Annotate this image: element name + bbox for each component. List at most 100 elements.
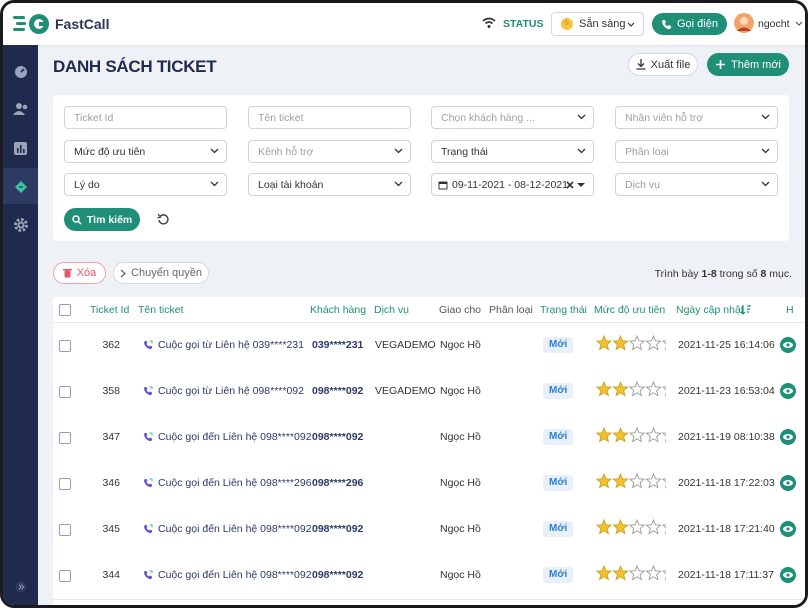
view-button[interactable] (780, 567, 796, 583)
filter-customer[interactable]: Chọn khách hàng ... (431, 106, 594, 129)
status-badge: Mới (543, 521, 574, 537)
row-checkbox[interactable] (59, 386, 71, 398)
select-text: Trạng thái (441, 145, 488, 158)
filter-ticket-id[interactable]: Ticket Id (64, 106, 227, 129)
transfer-button[interactable]: Chuyển quyền (113, 262, 209, 284)
call-icon (144, 432, 153, 442)
filter-account-type[interactable]: Loại tài khoản (248, 173, 411, 196)
view-button[interactable] (780, 429, 796, 445)
status-label: STATUS (503, 18, 544, 30)
call-icon (144, 478, 153, 488)
column-header[interactable]: Trạng thái (540, 304, 587, 316)
chevron (761, 114, 770, 120)
search-icon (71, 214, 82, 225)
nav-tickets[interactable] (3, 168, 38, 204)
row-checkbox[interactable] (59, 432, 71, 444)
ticket-name[interactable]: Cuộc gọi đến Liên hệ 098****092 (158, 569, 312, 581)
search-text: Tìm kiếm (86, 213, 133, 226)
date-text: 09-11-2021 - 08-12-2021 (452, 178, 568, 191)
nav-contacts[interactable] (3, 91, 38, 127)
summary-middle: trong số (719, 268, 758, 280)
row-checkbox[interactable] (59, 524, 71, 536)
reset-button[interactable] (157, 213, 170, 226)
nav-settings[interactable] (3, 207, 38, 243)
view-button[interactable] (780, 337, 796, 353)
ticket-name[interactable]: Cuộc gọi từ Liên hệ 098****092 (158, 385, 304, 397)
ticket-table: Ticket Id Tên ticket Khách hàng Dịch vụ Giao… (53, 297, 805, 605)
filter-priority[interactable]: Mức độ ưu tiên (64, 140, 227, 163)
column-header[interactable]: Ticket Id (90, 304, 130, 316)
view-button[interactable] (780, 475, 796, 491)
ticket-name[interactable]: Cuộc gọi từ Liên hệ 039****231 (158, 339, 304, 351)
filter-date-range[interactable]: 09-11-2021 - 08-12-2021 (431, 173, 594, 196)
hand-icon (561, 18, 573, 30)
customer[interactable]: 039****231 (312, 339, 364, 351)
view-button[interactable] (780, 383, 796, 399)
row-checkbox[interactable] (59, 340, 71, 352)
ticket-name[interactable]: Cuộc gọi đến Liên hệ 098****092 (158, 431, 312, 443)
assignee: Ngọc Hồ (440, 431, 481, 443)
nav-reports[interactable] (3, 130, 38, 166)
avatar[interactable] (734, 13, 754, 33)
export-text: Xuất file (650, 58, 691, 71)
customer[interactable]: 098****296 (312, 477, 364, 489)
chevron (210, 148, 219, 154)
star (628, 335, 646, 351)
star (628, 381, 646, 397)
ticket-id: 362 (102, 339, 120, 351)
status-badge: Mới (543, 383, 574, 399)
column-header[interactable]: Dịch vụ (374, 304, 410, 316)
placeholder: Chọn khách hàng ... (441, 111, 535, 124)
status-badge: Mới (543, 567, 574, 583)
search-button[interactable]: Tìm kiếm (64, 208, 140, 231)
column-header[interactable]: Giao cho (439, 304, 482, 316)
star (661, 340, 666, 351)
row-checkbox[interactable] (59, 570, 71, 582)
call-button[interactable]: Gọi điện (652, 13, 727, 35)
customer[interactable]: 098****092 (312, 523, 364, 535)
select-all-checkbox[interactable] (59, 304, 71, 316)
filter-service[interactable]: Dịch vụ (615, 173, 778, 196)
column-header[interactable]: Mức độ ưu tiên (594, 304, 666, 316)
star (661, 524, 666, 535)
ticket-id: 344 (102, 569, 120, 581)
status-badge: Mới (543, 475, 574, 491)
nav-expand[interactable] (3, 567, 38, 605)
call-icon (144, 524, 153, 534)
assignee: Ngọc Hồ (440, 385, 481, 397)
calendar-icon (438, 181, 448, 189)
column-header[interactable]: Ngày cập nhật (676, 304, 744, 316)
column-header[interactable]: Khách hàng (310, 304, 367, 316)
availability-select[interactable]: Sẵn sàng (551, 12, 644, 36)
export-button[interactable]: Xuất file (628, 53, 698, 76)
summary-suffix: mục. (769, 268, 792, 280)
ticket-name[interactable]: Cuộc gọi đến Liên hệ 098****092 (158, 523, 312, 535)
row-checkbox[interactable] (59, 478, 71, 490)
chevron (577, 148, 586, 154)
column-header[interactable]: Tên ticket (138, 304, 184, 316)
customer[interactable]: 098****092 (312, 569, 364, 581)
ticket-name[interactable]: Cuộc gọi đến Liên hệ 098****296 (158, 477, 312, 489)
priority-stars (596, 473, 666, 489)
star (661, 570, 666, 581)
filter-category[interactable]: Phân loại (615, 140, 778, 163)
delete-button[interactable]: Xóa (53, 262, 106, 284)
add-button[interactable]: Thêm mới (707, 53, 789, 76)
column-header[interactable]: Phân loại (489, 304, 533, 316)
customer[interactable]: 098****092 (312, 385, 364, 397)
view-button[interactable] (780, 521, 796, 537)
nav-dashboard[interactable] (3, 54, 38, 90)
star (628, 519, 646, 535)
star (628, 565, 646, 581)
filter-agent[interactable]: Nhân viên hỗ trợ (615, 106, 778, 129)
filter-status[interactable]: Trạng thái (431, 140, 594, 163)
filter-reason[interactable]: Lý do (64, 173, 227, 196)
customer[interactable]: 098****092 (312, 431, 364, 443)
filter-ticket-name[interactable]: Tên ticket (248, 106, 411, 129)
logo-text: FastCall (55, 16, 110, 32)
sort-icon[interactable] (741, 304, 751, 315)
filter-channel[interactable]: Kênh hỗ trợ (248, 140, 411, 163)
chevron (795, 21, 803, 26)
updated-at: 2021-11-23 16:53:04 (678, 385, 775, 397)
logo-icon (13, 14, 49, 34)
